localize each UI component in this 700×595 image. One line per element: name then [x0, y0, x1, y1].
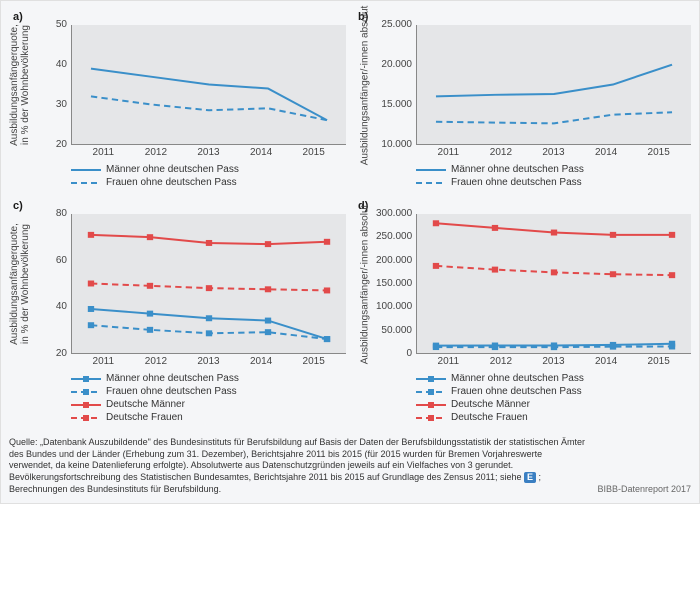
legend-item: Männer ohne deutschen Pass	[71, 373, 346, 384]
legend: Männer ohne deutschen Pass Frauen ohne de…	[416, 164, 691, 192]
legend-label: Deutsche Männer	[106, 399, 185, 410]
legend-item: Männer ohne deutschen Pass	[71, 164, 346, 175]
legend: Männer ohne deutschen Pass Frauen ohne de…	[71, 164, 346, 192]
y-axis-label: Ausbildungsanfängerquote,in % der Wohnbe…	[9, 223, 31, 345]
plot-area	[416, 25, 691, 145]
panel-a: a)Ausbildungsanfängerquote,in % der Wohn…	[9, 11, 346, 192]
legend-label: Männer ohne deutschen Pass	[106, 373, 239, 384]
panels-grid: a)Ausbildungsanfängerquote,in % der Wohn…	[9, 11, 691, 427]
report-label: BIBB-Datenreport 2017	[597, 484, 691, 496]
y-axis-label: Ausbildungsanfängerquote,in % der Wohnbe…	[9, 24, 31, 146]
x-tick: 2013	[182, 356, 235, 367]
legend-label: Deutsche Männer	[451, 399, 530, 410]
source-text: Quelle: „Datenbank Auszubildende" des Bu…	[9, 437, 587, 495]
x-tick: 2013	[527, 356, 580, 367]
plot-area	[71, 214, 346, 354]
x-tick: 2012	[475, 356, 528, 367]
legend-item: Deutsche Frauen	[416, 412, 691, 423]
x-tick: 2015	[287, 147, 340, 158]
x-tick: 2013	[182, 147, 235, 158]
x-tick: 2011	[422, 147, 475, 158]
legend-item: Frauen ohne deutschen Pass	[416, 177, 691, 188]
legend-item: Deutsche Männer	[416, 399, 691, 410]
legend-label: Frauen ohne deutschen Pass	[451, 177, 582, 188]
plot-area	[416, 214, 691, 354]
x-tick: 2011	[77, 147, 130, 158]
legend-label: Deutsche Frauen	[451, 412, 528, 423]
legend-item: Männer ohne deutschen Pass	[416, 373, 691, 384]
legend-label: Frauen ohne deutschen Pass	[106, 386, 237, 397]
legend-label: Frauen ohne deutschen Pass	[451, 386, 582, 397]
legend-item: Frauen ohne deutschen Pass	[416, 386, 691, 397]
e-badge: E	[524, 472, 536, 483]
x-tick: 2012	[130, 356, 183, 367]
x-tick: 2013	[527, 147, 580, 158]
source-note: Quelle: „Datenbank Auszubildende" des Bu…	[9, 437, 691, 495]
x-tick: 2012	[475, 147, 528, 158]
legend-item: Deutsche Frauen	[71, 412, 346, 423]
legend-label: Frauen ohne deutschen Pass	[106, 177, 237, 188]
panel-b: b)Ausbildungsanfänger/-innen absolut25.0…	[354, 11, 691, 192]
x-tick: 2014	[235, 356, 288, 367]
x-tick: 2011	[77, 356, 130, 367]
panel-c: c)Ausbildungsanfängerquote,in % der Wohn…	[9, 200, 346, 427]
y-axis-label: Ausbildungsanfänger/-innen absolut	[360, 204, 371, 364]
x-tick: 2015	[287, 356, 340, 367]
legend-label: Deutsche Frauen	[106, 412, 183, 423]
panel-d: d)Ausbildungsanfänger/-innen absolut300.…	[354, 200, 691, 427]
x-tick: 2014	[580, 147, 633, 158]
legend-label: Männer ohne deutschen Pass	[451, 373, 584, 384]
legend-label: Männer ohne deutschen Pass	[106, 164, 239, 175]
legend-item: Frauen ohne deutschen Pass	[71, 386, 346, 397]
legend: Männer ohne deutschen Pass Frauen ohne de…	[416, 373, 691, 427]
y-axis-label: Ausbildungsanfänger/-innen absolut	[360, 5, 371, 165]
legend-item: Deutsche Männer	[71, 399, 346, 410]
x-tick: 2015	[632, 147, 685, 158]
figure-container: a)Ausbildungsanfängerquote,in % der Wohn…	[0, 0, 700, 504]
plot-area	[71, 25, 346, 145]
x-tick: 2012	[130, 147, 183, 158]
x-tick: 2014	[235, 147, 288, 158]
legend: Männer ohne deutschen Pass Frauen ohne de…	[71, 373, 346, 427]
legend-item: Männer ohne deutschen Pass	[416, 164, 691, 175]
x-tick: 2014	[580, 356, 633, 367]
legend-label: Männer ohne deutschen Pass	[451, 164, 584, 175]
x-tick: 2015	[632, 356, 685, 367]
legend-item: Frauen ohne deutschen Pass	[71, 177, 346, 188]
x-tick: 2011	[422, 356, 475, 367]
